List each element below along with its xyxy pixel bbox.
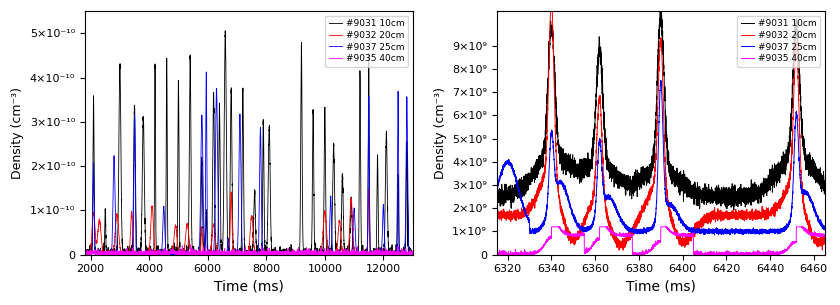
#9037 25cm [705,228,715,232]
#9037 25cm [617,220,627,223]
#9037 25cm [737,228,747,232]
#9031 10cm [129,185,139,188]
#9032 20cm [291,253,302,257]
#9037 25cm [407,253,417,257]
#9032 20cm [689,229,699,233]
#9035 40cm [820,234,830,238]
#9031 10cm [491,190,501,194]
#9037 25cm [252,253,262,256]
#9035 40cm [279,250,289,253]
#9035 40cm [407,253,417,256]
Legend: #9031 10cm, #9032 20cm, #9037 25cm, #9035 40cm: #9031 10cm, #9032 20cm, #9037 25cm, #903… [738,16,820,67]
#9031 10cm [689,195,699,198]
Line: #9032 20cm: #9032 20cm [496,0,825,250]
Y-axis label: Density (cm⁻³): Density (cm⁻³) [11,87,24,179]
#9037 25cm [95,253,105,257]
Legend: #9031 10cm, #9032 20cm, #9037 25cm, #9035 40cm: #9031 10cm, #9032 20cm, #9037 25cm, #903… [325,16,408,67]
#9032 20cm [248,223,258,227]
#9035 40cm [186,243,196,247]
#9037 25cm [80,253,90,256]
#9035 40cm [762,252,772,256]
#9032 20cm [551,159,561,162]
#9035 40cm [617,234,627,238]
#9032 20cm [407,252,417,256]
#9032 20cm [614,248,624,252]
#9037 25cm [820,225,830,229]
#9037 25cm [129,222,139,226]
Line: #9031 10cm: #9031 10cm [85,31,412,255]
#9031 10cm [80,253,90,256]
#9035 40cm [689,234,699,238]
#9031 10cm [407,252,417,256]
#9031 10cm [252,252,262,256]
#9031 10cm [367,253,377,257]
#9037 25cm [202,70,212,74]
#9031 10cm [220,29,230,33]
#9035 40cm [248,253,258,256]
Y-axis label: Density (cm⁻³): Density (cm⁻³) [433,87,447,179]
#9037 25cm [97,252,107,256]
#9032 20cm [491,215,501,218]
Line: #9035 40cm: #9035 40cm [85,245,412,255]
Line: #9035 40cm: #9035 40cm [496,227,825,255]
#9031 10cm [737,187,747,190]
#9031 10cm [165,251,175,255]
#9032 20cm [165,253,175,256]
#9031 10cm [705,193,715,197]
#9032 20cm [252,252,262,256]
#9035 40cm [97,252,107,255]
#9037 25cm [279,252,289,256]
#9032 20cm [705,213,715,217]
#9035 40cm [252,253,262,256]
#9035 40cm [341,253,351,257]
Line: #9031 10cm: #9031 10cm [496,9,825,210]
#9035 40cm [705,249,715,253]
Line: #9037 25cm: #9037 25cm [496,80,825,235]
Line: #9037 25cm: #9037 25cm [85,72,412,255]
#9035 40cm [547,225,557,229]
#9035 40cm [737,251,747,255]
#9031 10cm [820,184,830,187]
#9032 20cm [364,187,374,191]
#9031 10cm [248,245,258,248]
Line: #9032 20cm: #9032 20cm [85,189,412,255]
#9035 40cm [491,253,501,257]
#9031 10cm [97,251,107,255]
#9031 10cm [617,183,627,186]
#9032 20cm [617,243,627,246]
#9031 10cm [279,253,289,256]
#9032 20cm [762,210,772,214]
#9032 20cm [279,253,289,257]
#9037 25cm [491,186,501,190]
#9031 10cm [729,208,739,212]
#9037 25cm [689,228,699,231]
#9031 10cm [551,108,561,112]
#9037 25cm [710,233,720,237]
#9032 20cm [737,208,747,212]
#9032 20cm [97,244,107,247]
#9032 20cm [80,253,90,256]
X-axis label: Time (ms): Time (ms) [626,280,696,294]
#9032 20cm [129,244,139,248]
#9037 25cm [248,253,258,257]
#9037 25cm [656,78,666,82]
#9037 25cm [165,253,175,256]
#9031 10cm [656,8,666,11]
#9035 40cm [129,249,139,253]
#9035 40cm [80,252,90,256]
#9035 40cm [165,251,175,255]
#9037 25cm [762,231,772,235]
#9035 40cm [721,253,731,257]
#9035 40cm [551,225,561,229]
#9031 10cm [762,186,772,189]
#9032 20cm [820,242,830,246]
X-axis label: Time (ms): Time (ms) [214,280,284,294]
#9037 25cm [551,180,561,183]
